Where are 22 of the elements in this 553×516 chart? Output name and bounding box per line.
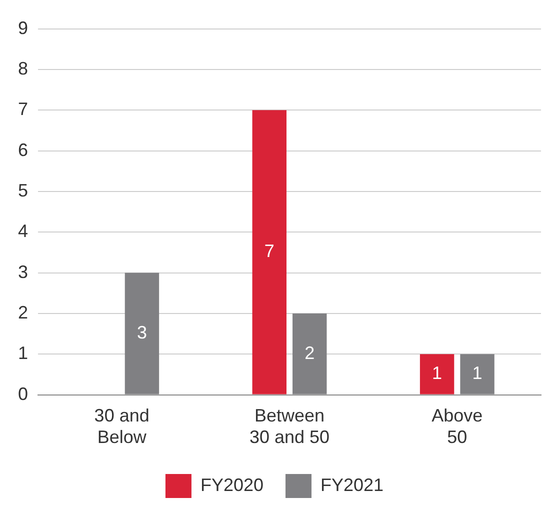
y-tick-label: 4 bbox=[18, 221, 28, 242]
y-tick-label: 2 bbox=[18, 302, 28, 322]
legend-label: FY2021 bbox=[320, 474, 384, 495]
y-tick-label: 9 bbox=[18, 18, 28, 38]
y-tick-label: 1 bbox=[18, 343, 28, 364]
data-label: 1 bbox=[472, 363, 482, 384]
data-label: 7 bbox=[264, 241, 274, 262]
y-tick-label: 3 bbox=[18, 262, 28, 282]
bar bbox=[252, 110, 286, 394]
bar bbox=[420, 354, 454, 394]
y-tick-label: 8 bbox=[18, 58, 28, 78]
data-label: 1 bbox=[432, 363, 442, 384]
y-tick-label: 0 bbox=[18, 384, 28, 404]
x-tick-label: Between 30 and 50 bbox=[249, 406, 330, 448]
y-tick-label: 6 bbox=[18, 140, 28, 160]
data-label: 2 bbox=[304, 342, 315, 363]
y-tick-label: 5 bbox=[18, 180, 28, 200]
legend-label: FY2020 bbox=[200, 474, 264, 495]
x-tick-label: 30 and Below bbox=[94, 406, 150, 448]
x-tick-label: Above 50 bbox=[432, 406, 483, 448]
y-tick-label: 7 bbox=[18, 99, 28, 120]
data-label: 3 bbox=[136, 322, 147, 343]
